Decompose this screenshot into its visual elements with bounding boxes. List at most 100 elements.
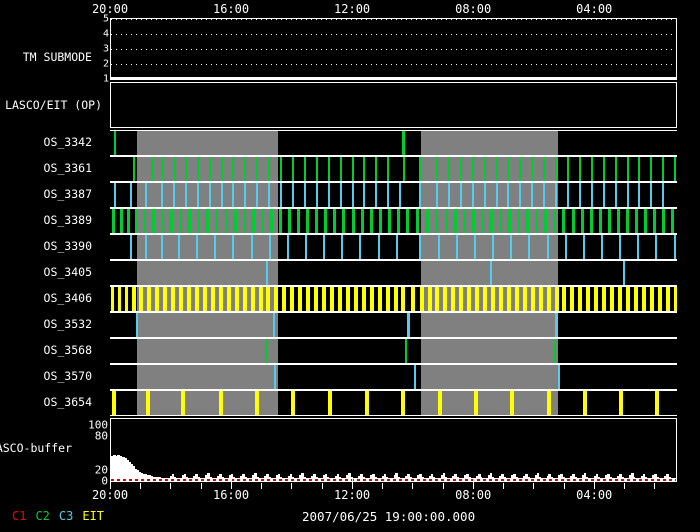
legend-entry[interactable]: C2 xyxy=(35,509,50,523)
event-marker[interactable] xyxy=(570,287,575,311)
event-marker[interactable] xyxy=(426,209,430,233)
event-marker[interactable] xyxy=(361,287,366,311)
event-marker[interactable] xyxy=(327,183,330,207)
event-marker[interactable] xyxy=(571,209,575,233)
event-row-strip[interactable] xyxy=(110,208,677,234)
event-marker[interactable] xyxy=(544,209,548,233)
event-marker[interactable] xyxy=(526,209,530,233)
event-marker[interactable] xyxy=(327,157,330,181)
event-marker[interactable] xyxy=(673,287,677,311)
event-marker[interactable] xyxy=(665,287,670,311)
event-marker[interactable] xyxy=(242,287,247,311)
event-marker[interactable] xyxy=(145,183,148,207)
event-marker[interactable] xyxy=(406,313,410,337)
event-marker[interactable] xyxy=(260,209,264,233)
event-marker[interactable] xyxy=(653,209,657,233)
event-marker[interactable] xyxy=(375,157,378,181)
event-marker[interactable] xyxy=(553,209,557,233)
event-row-strip[interactable] xyxy=(110,286,677,312)
event-marker[interactable] xyxy=(266,287,271,311)
event-marker[interactable] xyxy=(214,235,217,259)
event-marker[interactable] xyxy=(598,209,602,233)
event-marker[interactable] xyxy=(495,183,498,207)
event-marker[interactable] xyxy=(333,209,337,233)
event-marker[interactable] xyxy=(555,183,558,207)
event-marker[interactable] xyxy=(142,209,146,233)
event-marker[interactable] xyxy=(453,209,457,233)
event-marker[interactable] xyxy=(244,183,247,207)
event-marker[interactable] xyxy=(196,183,199,207)
event-marker[interactable] xyxy=(510,235,513,259)
event-marker[interactable] xyxy=(315,183,318,207)
event-marker[interactable] xyxy=(467,287,472,311)
event-marker[interactable] xyxy=(351,157,354,181)
event-marker[interactable] xyxy=(375,183,378,207)
event-marker[interactable] xyxy=(519,183,522,207)
event-marker[interactable] xyxy=(185,157,188,181)
event-marker[interactable] xyxy=(155,287,160,311)
event-marker[interactable] xyxy=(436,157,439,181)
event-marker[interactable] xyxy=(282,287,287,311)
event-marker[interactable] xyxy=(220,183,223,207)
event-marker[interactable] xyxy=(641,287,646,311)
event-marker[interactable] xyxy=(402,157,405,181)
event-marker[interactable] xyxy=(435,209,439,233)
event-marker[interactable] xyxy=(578,287,583,311)
event-marker[interactable] xyxy=(339,183,342,207)
event-marker[interactable] xyxy=(649,287,654,311)
event-marker[interactable] xyxy=(256,183,259,207)
event-marker[interactable] xyxy=(297,209,301,233)
event-marker[interactable] xyxy=(278,209,282,233)
event-marker[interactable] xyxy=(619,391,624,415)
event-marker[interactable] xyxy=(303,183,306,207)
event-marker[interactable] xyxy=(562,287,567,311)
event-marker[interactable] xyxy=(495,157,498,181)
row-label[interactable]: OS_3387 xyxy=(43,187,92,201)
event-marker[interactable] xyxy=(475,287,480,311)
event-marker[interactable] xyxy=(365,391,370,415)
row-label[interactable]: OS_3532 xyxy=(43,317,92,331)
event-marker[interactable] xyxy=(637,235,640,259)
event-marker[interactable] xyxy=(638,183,641,207)
event-marker[interactable] xyxy=(210,287,215,311)
event-marker[interactable] xyxy=(580,209,584,233)
event-marker[interactable] xyxy=(437,235,440,259)
event-marker[interactable] xyxy=(232,235,235,259)
event-marker[interactable] xyxy=(113,183,116,207)
event-marker[interactable] xyxy=(601,235,604,259)
event-marker[interactable] xyxy=(173,157,176,181)
event-marker[interactable] xyxy=(614,183,617,207)
row-label[interactable]: OS_3405 xyxy=(43,265,92,279)
event-marker[interactable] xyxy=(268,183,271,207)
event-marker[interactable] xyxy=(404,339,407,363)
event-marker[interactable] xyxy=(657,287,662,311)
event-marker[interactable] xyxy=(130,183,133,207)
row-label[interactable]: OS_3389 xyxy=(43,213,92,227)
event-marker[interactable] xyxy=(416,209,420,233)
event-marker[interactable] xyxy=(514,287,519,311)
event-marker[interactable] xyxy=(181,391,186,415)
event-marker[interactable] xyxy=(650,157,653,181)
event-marker[interactable] xyxy=(345,287,350,311)
event-marker[interactable] xyxy=(655,235,658,259)
event-marker[interactable] xyxy=(232,183,235,207)
event-marker[interactable] xyxy=(280,183,283,207)
event-marker[interactable] xyxy=(179,209,183,233)
event-marker[interactable] xyxy=(483,157,486,181)
event-marker[interactable] xyxy=(567,183,569,207)
legend-entry[interactable]: EIT xyxy=(82,509,105,523)
event-marker[interactable] xyxy=(519,157,522,181)
event-marker[interactable] xyxy=(322,287,327,311)
event-marker[interactable] xyxy=(618,287,623,311)
event-marker[interactable] xyxy=(315,157,318,181)
event-marker[interactable] xyxy=(522,287,527,311)
event-marker[interactable] xyxy=(274,287,279,311)
event-marker[interactable] xyxy=(188,209,192,233)
event-marker[interactable] xyxy=(306,209,310,233)
event-marker[interactable] xyxy=(671,209,675,233)
event-marker[interactable] xyxy=(491,287,496,311)
event-marker[interactable] xyxy=(226,287,231,311)
event-marker[interactable] xyxy=(303,157,306,181)
event-marker[interactable] xyxy=(250,235,253,259)
event-marker[interactable] xyxy=(650,183,653,207)
